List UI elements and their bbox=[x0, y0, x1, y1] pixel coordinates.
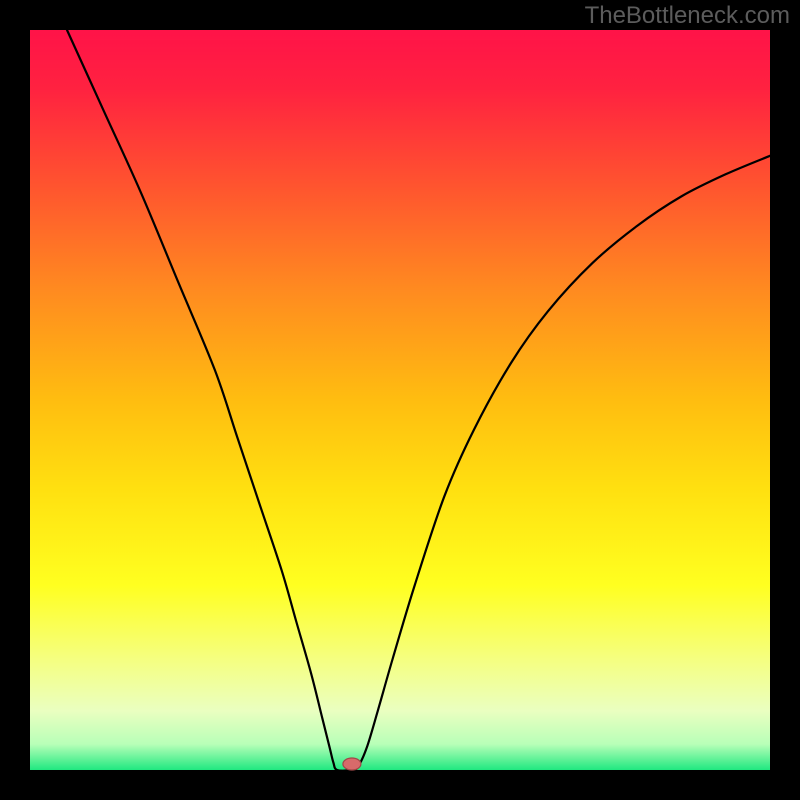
optimum-marker bbox=[343, 758, 361, 770]
stage: TheBottleneck.com bbox=[0, 0, 800, 800]
watermark-text: TheBottleneck.com bbox=[585, 2, 790, 30]
plot-background bbox=[30, 30, 770, 770]
chart-svg bbox=[0, 0, 800, 800]
